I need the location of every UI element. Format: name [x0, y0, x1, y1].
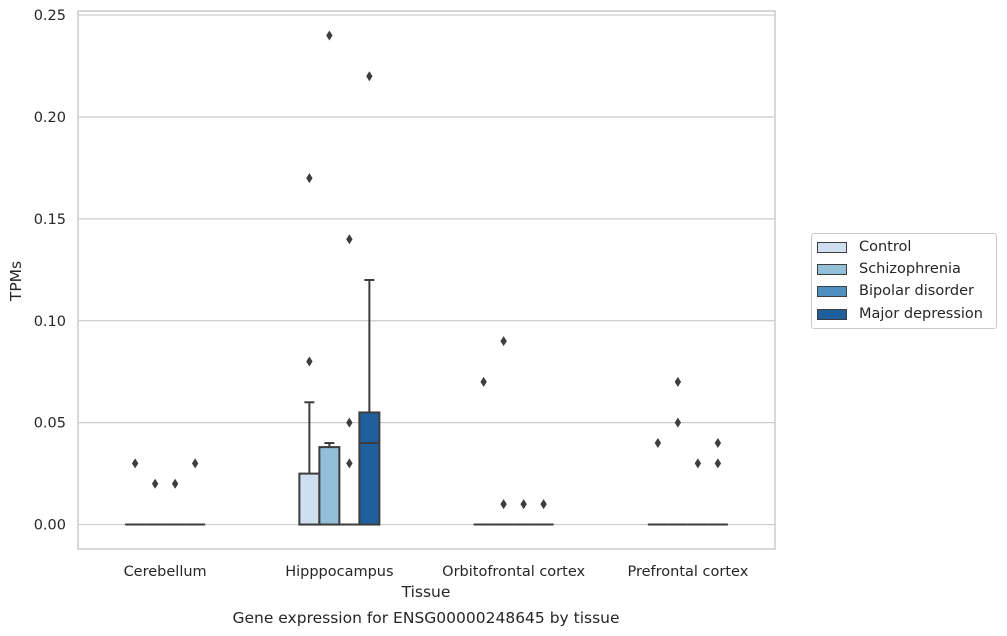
legend-swatch-major-depression: [817, 308, 847, 320]
legend-label: Schizophrenia: [859, 261, 961, 277]
gridlines: [78, 14, 775, 526]
outlier-point: [714, 438, 722, 449]
outlier-point: [500, 336, 507, 347]
box-group: [298, 401, 321, 526]
outlier-point: [346, 417, 353, 428]
y-tick-label: 0.00: [34, 518, 66, 534]
box-body: [318, 446, 341, 526]
outlier-point: [306, 173, 313, 184]
box-group: [318, 442, 341, 526]
outlier-point: [346, 458, 353, 469]
outlier-point: [346, 234, 353, 245]
y-axis-ticks: 0.00 0.05 0.10 0.15 0.20 0.25: [34, 8, 66, 533]
legend-swatch-bipolar-disorder: [817, 285, 847, 297]
outlier-point: [131, 458, 139, 469]
plot-area-frame: [77, 10, 776, 550]
box-series: [125, 279, 728, 526]
outlier-point: [714, 458, 722, 469]
outlier-point: [654, 438, 662, 449]
y-tick-label: 0.20: [34, 110, 66, 126]
legend: Control Schizophrenia Bipolar disorder M…: [811, 233, 997, 329]
x-tick-label: Orbitofrontal cortex: [442, 564, 585, 580]
legend-item-major-depression: Major depression: [817, 304, 983, 324]
legend-item-bipolar-disorder: Bipolar disorder: [817, 281, 974, 301]
chart-title: Gene expression for ENSG00000248645 by t…: [232, 609, 619, 627]
legend-item-control: Control: [817, 237, 911, 257]
box-body: [298, 472, 321, 526]
x-tick-label: Prefrontal cortex: [627, 564, 748, 580]
legend-swatch-schizophrenia: [817, 263, 847, 275]
box-body: [358, 411, 381, 526]
x-axis-ticks: Cerebellum Hipppocampus Orbitofrontal cort…: [124, 564, 749, 580]
legend-swatch-control: [817, 241, 847, 253]
outlier-point: [480, 376, 487, 387]
y-tick-label: 0.25: [34, 8, 66, 24]
outlier-point: [306, 356, 313, 367]
x-tick-label: Cerebellum: [124, 564, 207, 580]
legend-label: Major depression: [859, 306, 983, 322]
y-tick-label: 0.05: [34, 416, 66, 432]
outlier-point: [694, 458, 702, 469]
outlier-point: [191, 458, 199, 469]
x-axis-label: Tissue: [401, 583, 451, 601]
outlier-point: [500, 499, 507, 510]
outlier-point: [151, 478, 159, 489]
y-tick-label: 0.10: [34, 314, 66, 330]
legend-label: Control: [859, 239, 912, 255]
box-group: [358, 279, 381, 526]
y-tick-label: 0.15: [34, 212, 66, 228]
x-tick-label: Hipppocampus: [285, 564, 393, 580]
outlier-point: [674, 417, 682, 428]
outlier-point: [366, 71, 373, 82]
outlier-point: [171, 478, 179, 489]
legend-item-schizophrenia: Schizophrenia: [817, 259, 961, 279]
outlier-point: [326, 30, 333, 41]
outlier-points: [131, 30, 722, 510]
legend-label: Bipolar disorder: [859, 283, 974, 299]
outlier-point: [674, 376, 682, 387]
outlier-point: [520, 499, 527, 510]
outlier-point: [540, 499, 547, 510]
y-axis-label: TPMs: [7, 261, 25, 302]
